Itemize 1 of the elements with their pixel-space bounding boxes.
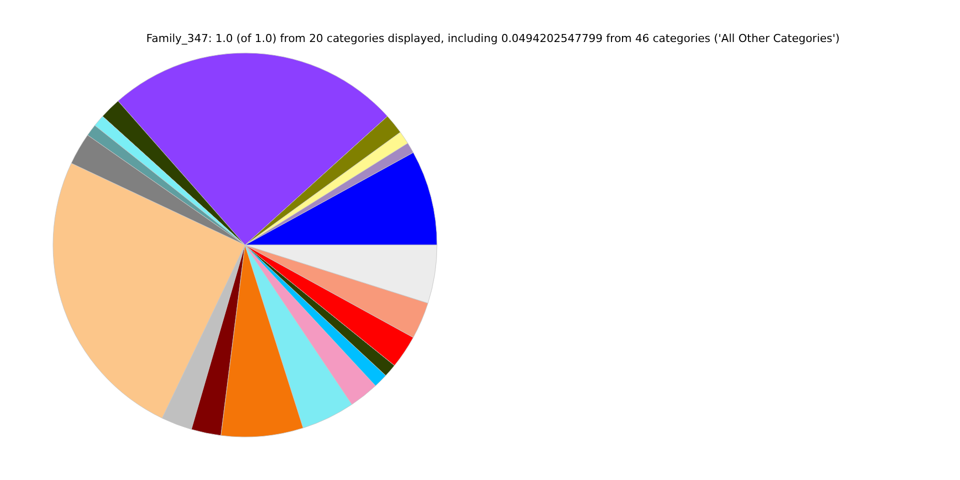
text: Family_347: 1.0 (of 1.0) from 20 categories displayed, including 0.0494202547799 from 46 categories ('All Other Categories') bbox=[145, 32, 841, 45]
